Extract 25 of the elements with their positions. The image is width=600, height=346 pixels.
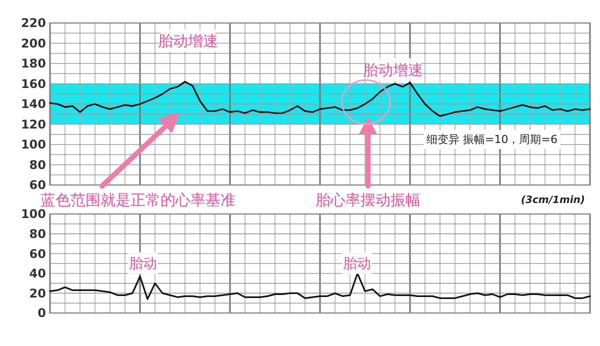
annotation: 胎动增速 (158, 32, 218, 50)
y-tick-label: 80 (29, 227, 46, 241)
y-tick-label: 80 (29, 158, 46, 172)
y-tick-label: 40 (29, 266, 46, 281)
y-tick-label: 60 (29, 246, 46, 261)
annotation: 胎动 (343, 256, 371, 272)
line-series (49, 272, 591, 300)
y-tick-label: 100 (20, 138, 46, 152)
y-tick-label: 180 (20, 56, 46, 71)
y-tick-label: 20 (29, 286, 46, 300)
annotation: 胎动增速 (363, 61, 423, 79)
annotation: 细变异 振幅=10，周期=6 (426, 133, 558, 146)
y-tick-label: 60 (29, 178, 46, 192)
text: 蓝色范围就是正常的心率基准 (40, 191, 236, 209)
y-tick-label: 140 (20, 97, 46, 112)
text: 胎心率摆动振幅 (316, 191, 420, 209)
y-tick-label: 0 (38, 306, 46, 320)
annotation: 胎动 (129, 256, 157, 272)
y-tick-label: 220 (20, 16, 46, 30)
y-tick-label: 160 (20, 76, 46, 91)
y-tick-label: 200 (20, 36, 46, 50)
text: (3cm/1min) (520, 195, 585, 206)
line-series (49, 80, 591, 117)
y-tick-label: 120 (20, 117, 46, 132)
y-tick-label: 100 (20, 207, 46, 222)
